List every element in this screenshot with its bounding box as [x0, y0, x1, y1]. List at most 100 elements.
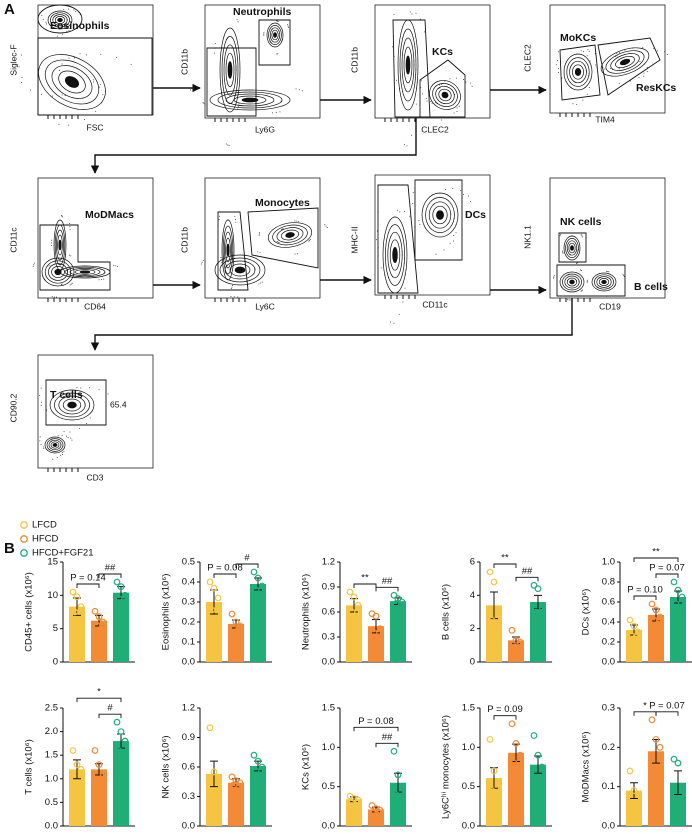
data-point: [117, 583, 125, 591]
event-dot: [66, 31, 68, 33]
data-point: [494, 779, 502, 787]
event-dot: [471, 85, 473, 87]
data-point: [73, 761, 81, 769]
event-dot: [453, 234, 455, 236]
y-tick-label: 0.1: [182, 637, 195, 648]
x-axis-label: CD19: [599, 301, 621, 311]
y-tick-label: 0.2: [182, 617, 195, 628]
event-dot: [402, 301, 404, 303]
contour: [405, 55, 411, 75]
event-dot: [70, 283, 72, 285]
event-dot: [263, 33, 265, 35]
event-dot: [236, 18, 238, 20]
y-tick-label: 0.2: [602, 637, 615, 648]
data-point: [91, 747, 99, 754]
event-dot: [419, 18, 421, 20]
data-point: [236, 779, 244, 787]
event-dot: [588, 50, 590, 52]
data-point: [674, 759, 682, 767]
data-point: [652, 606, 660, 614]
event-dot: [220, 262, 222, 264]
data-point: [374, 637, 382, 645]
significance-bracket: [353, 726, 399, 732]
contour: [38, 54, 106, 110]
contour: [57, 17, 63, 23]
bar: [670, 597, 686, 662]
event-dot: [56, 457, 58, 459]
significance-bracket: [375, 742, 399, 748]
y-axis-label: MoDMacs (x10⁶): [581, 732, 592, 803]
event-dot: [58, 123, 60, 125]
event-dot: [42, 18, 44, 20]
event-dot: [61, 434, 63, 436]
event-dot: [275, 111, 277, 113]
data-point: [626, 767, 634, 775]
data-point: [538, 603, 546, 611]
bar: [250, 766, 266, 826]
event-dot: [278, 242, 280, 244]
contour: [569, 279, 575, 285]
event-dot: [646, 71, 648, 73]
event-dot: [40, 443, 42, 445]
y-axis-label: Neutrophils (x10⁶): [301, 574, 312, 650]
y-tick-label: 0.2: [602, 742, 615, 753]
event-dot: [608, 271, 610, 273]
data-point: [252, 586, 260, 594]
contour: [49, 389, 95, 421]
event-dot: [63, 430, 65, 432]
contour: [67, 401, 77, 409]
contour: [601, 279, 607, 285]
data-point: [488, 616, 496, 624]
y-tick-label: 15: [47, 557, 58, 568]
y-tick-label: 1.0: [45, 773, 58, 784]
event-dot: [453, 112, 455, 114]
event-dot: [587, 49, 589, 51]
event-dot: [89, 387, 91, 389]
event-dot: [589, 60, 591, 62]
significance-label: ##: [105, 563, 116, 574]
gate: [37, 37, 153, 116]
data-point: [75, 784, 83, 792]
data-point: [670, 578, 678, 586]
event-dot: [301, 90, 303, 92]
contour: [58, 239, 62, 251]
event-dot: [560, 233, 562, 235]
event-dot: [68, 27, 70, 29]
y-tick-label: 1.0: [322, 742, 335, 753]
contour: [276, 227, 304, 243]
event-dot: [553, 275, 555, 277]
significance-label: **: [501, 553, 509, 564]
event-dot: [586, 55, 588, 57]
event-dot: [61, 63, 63, 65]
event-dot: [238, 103, 240, 105]
data-point: [91, 607, 99, 615]
event-dot: [586, 93, 588, 95]
event-dot: [237, 296, 239, 298]
y-tick-label: 0.0: [182, 821, 195, 832]
gate: [45, 379, 107, 426]
significance-label: #: [244, 553, 250, 564]
data-point: [486, 568, 494, 576]
legend-label: HFCD+FGF21: [32, 548, 94, 559]
significance-bracket: [213, 573, 237, 578]
event-dot: [83, 118, 85, 120]
event-dot: [69, 431, 71, 433]
event-dot: [69, 284, 71, 286]
data-point: [532, 608, 540, 616]
contour: [566, 277, 578, 287]
contour: [222, 225, 234, 275]
data-point: [206, 724, 214, 732]
event-dot: [581, 235, 583, 237]
contour: [271, 29, 279, 41]
event-dot: [41, 14, 43, 16]
significance-bracket: [235, 563, 259, 568]
y-tick-label: 0.3: [182, 597, 195, 608]
contour: [591, 272, 617, 292]
significance-label: #: [107, 703, 113, 714]
data-point: [534, 751, 542, 759]
data-point: [234, 626, 242, 634]
event-dot: [664, 51, 666, 53]
event-dot: [73, 57, 75, 59]
plot-frame: [37, 177, 154, 299]
event-dot: [68, 254, 70, 256]
